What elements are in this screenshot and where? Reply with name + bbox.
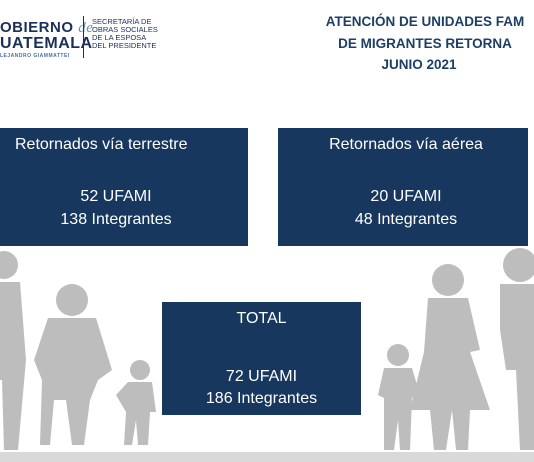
box-heading: Retornados vía terrestre bbox=[15, 136, 188, 153]
box-heading: TOTAL bbox=[236, 310, 287, 327]
divider bbox=[83, 16, 84, 58]
box-ufami: 52 UFAMI bbox=[80, 188, 152, 205]
family-right bbox=[378, 248, 534, 450]
total-box: TOTAL 72 UFAMI 186 Integrantes bbox=[162, 302, 361, 415]
box-members: 186 Integrantes bbox=[205, 390, 318, 407]
logo-text: OBIERNO bbox=[0, 19, 74, 36]
box-ufami: 20 UFAMI bbox=[370, 188, 442, 205]
box-ufami: 72 UFAMI bbox=[225, 368, 298, 385]
title-line: DE MIGRANTES RETORNA bbox=[338, 36, 512, 51]
secretariat-line: SECRETARÍA DE bbox=[92, 17, 152, 26]
logo-text: de bbox=[78, 20, 94, 36]
title-line: JUNIO 2021 bbox=[381, 57, 457, 72]
land-box: Retornados vía terrestre 52 UFAMI 138 In… bbox=[0, 128, 248, 246]
secretariat-line: DE LA ESPOSA bbox=[92, 33, 147, 42]
family-left bbox=[0, 251, 156, 450]
secretariat-line: OBRAS SOCIALES bbox=[92, 25, 158, 34]
logo-line: OBIERNO de bbox=[0, 19, 93, 37]
box-members: 48 Integrantes bbox=[354, 211, 458, 228]
box-members: 138 Integrantes bbox=[60, 211, 172, 228]
logo-text: UATEMALA bbox=[0, 35, 93, 52]
logo-text: LEJANDRO GIAMMATTEI bbox=[0, 53, 70, 59]
floor bbox=[0, 452, 534, 462]
secretariat-line: DEL PRESIDENTE bbox=[92, 41, 157, 50]
title-line: ATENCIÓN DE UNIDADES FAM bbox=[325, 14, 525, 29]
box-heading: Retornados vía aérea bbox=[329, 136, 483, 153]
air-box: Retornados vía aérea 20 UFAMI 48 Integra… bbox=[278, 128, 528, 246]
